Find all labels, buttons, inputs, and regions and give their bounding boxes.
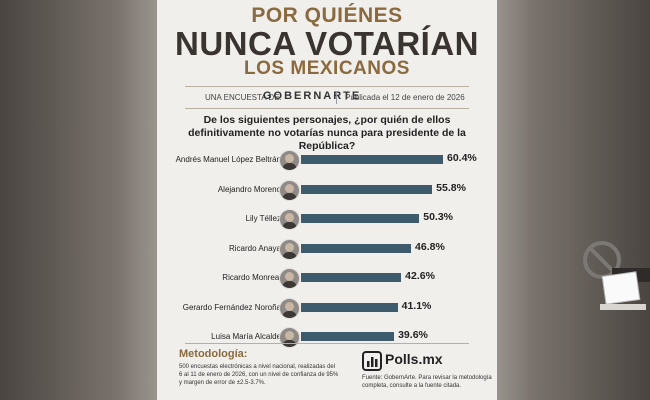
value-label: 60.4%: [447, 152, 477, 164]
value-label: 39.6%: [398, 329, 428, 341]
bar: [301, 184, 433, 194]
bar-row: Gerardo Fernández Noroña 41.1%: [157, 297, 497, 320]
bar-row: Lily Téllez 50.3%: [157, 209, 497, 231]
bar-row: Alejandro Moreno 55.8%: [157, 179, 497, 202]
vertical-divider: [336, 91, 337, 104]
person-avatar-icon: [279, 238, 300, 260]
publication-date: Publicada el 12 de enero de 2026: [345, 93, 465, 102]
methodology-title: Metodología:: [179, 348, 248, 360]
person-avatar-icon: [279, 209, 300, 230]
ballot-box-no-sign-icon: [583, 241, 650, 310]
infographic-poster: POR QUIÉNES NUNCA VOTARÍAN LOS MEXICANOS…: [157, 0, 650, 400]
bar: [301, 273, 402, 282]
person-avatar-icon: [279, 150, 300, 171]
value-label: 46.8%: [415, 240, 445, 253]
category-label: Ricardo Anaya: [228, 243, 281, 253]
value-label: 41.1%: [401, 299, 432, 312]
value-label: 55.8%: [436, 181, 466, 194]
category-label: Ricardo Monreal: [222, 273, 281, 282]
brand-name: GOBERNARTE: [263, 90, 362, 102]
category-label: Andrés Manuel López Beltrán: [175, 155, 281, 164]
person-avatar-icon: [279, 297, 300, 319]
title-line-2: NUNCA VOTARÍAN: [175, 25, 479, 62]
bar: [301, 214, 420, 223]
bar-row: Ricardo Monreal 42.6%: [157, 268, 497, 290]
byline-label: UNA ENCUESTA DE:: [205, 93, 282, 102]
divider-top: [185, 86, 469, 87]
polls-logo-icon: [362, 351, 382, 371]
category-label: Alejandro Moreno: [217, 184, 281, 194]
category-label: Luisa María Alcalde: [211, 332, 281, 341]
divider-footer: [185, 343, 469, 344]
bar: [301, 155, 443, 164]
methodology-text: 500 encuestas electrónicas a nivel nacio…: [179, 364, 339, 386]
source-note: Fuente: GobernArte. Para revisar la meto…: [362, 375, 492, 389]
title-line-1: POR QUIÉNES: [251, 4, 403, 27]
person-avatar-icon: [279, 268, 300, 289]
person-avatar-icon: [279, 327, 300, 348]
title-line-3: LOS MEXICANOS: [244, 58, 410, 79]
survey-question: De los siguientes personajes, ¿por quién…: [188, 114, 466, 152]
divider-bottom: [185, 108, 469, 109]
category-label: Lily Téllez: [245, 214, 281, 223]
bar: [301, 243, 412, 253]
bar: [301, 302, 398, 312]
bar-row: Ricardo Anaya 46.8%: [157, 238, 497, 261]
person-avatar-icon: [279, 179, 300, 201]
bar: [301, 332, 395, 341]
category-label: Gerardo Fernández Noroña: [182, 302, 281, 312]
polls-logo-name: Polls.mx: [385, 351, 443, 367]
value-label: 42.6%: [405, 270, 435, 282]
value-label: 50.3%: [423, 211, 454, 223]
bar-row: Andrés Manuel López Beltrán 60.4%: [157, 150, 497, 172]
bar-row: Luisa María Alcalde 39.6%: [157, 327, 497, 349]
